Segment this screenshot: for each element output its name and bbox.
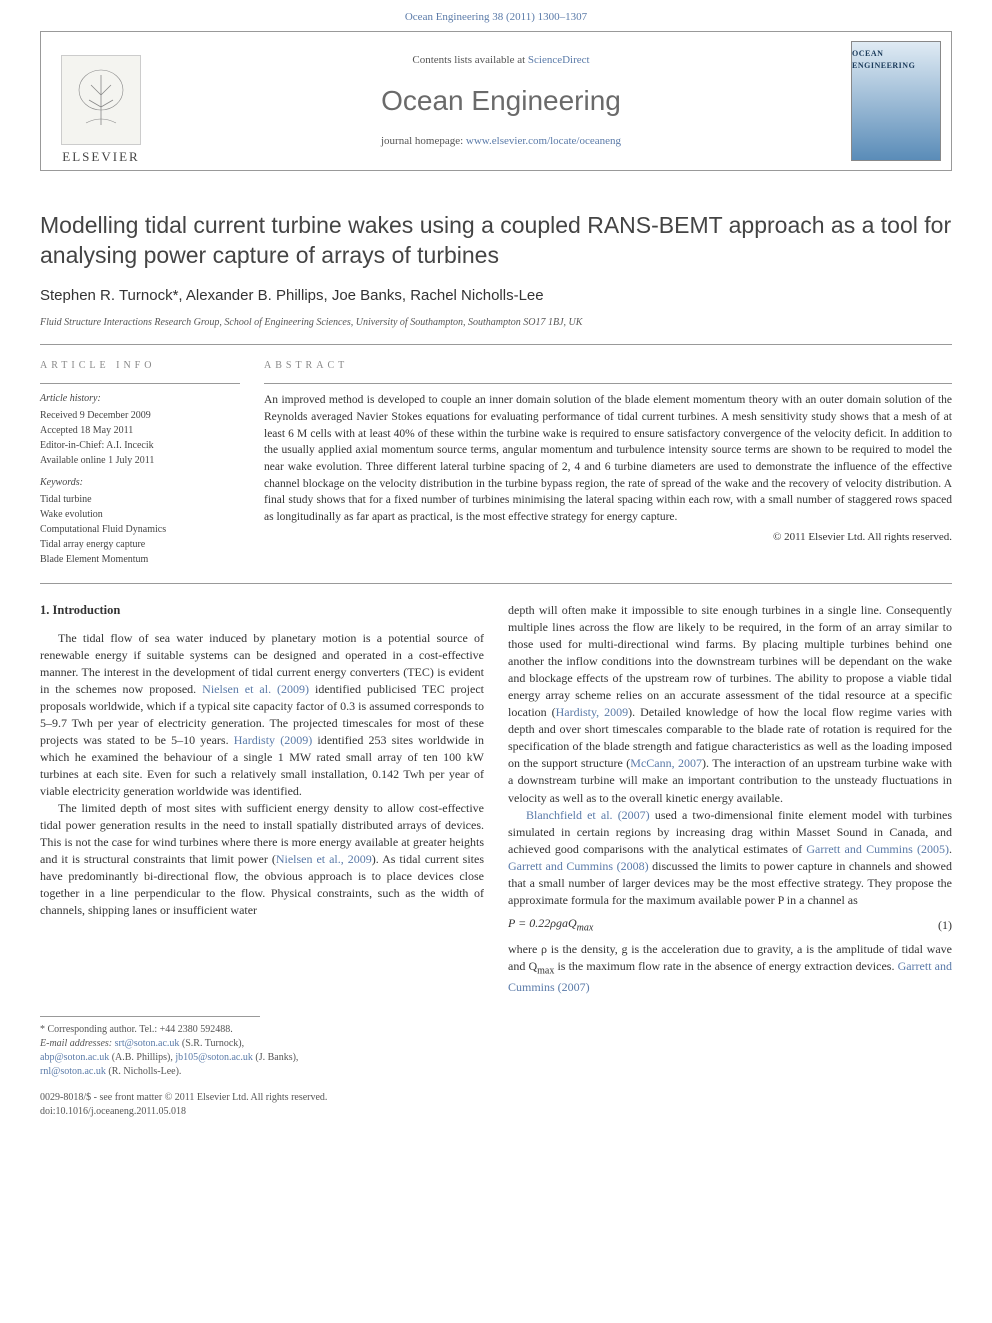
received-line: Received 9 December 2009 xyxy=(40,408,240,423)
email-link[interactable]: jb105@soton.ac.uk xyxy=(175,1052,253,1063)
journal-citation-name: Ocean Engineering xyxy=(405,11,490,23)
col2-paragraph-1: depth will often make it impossible to s… xyxy=(508,602,952,806)
article-info-heading: article info xyxy=(40,359,240,373)
sciencedirect-link[interactable]: ScienceDirect xyxy=(528,54,590,66)
col2-paragraph-3: where ρ is the density, g is the acceler… xyxy=(508,941,952,996)
eq-text: P = 0.22ρgaQ xyxy=(508,916,577,930)
intro-paragraph-2: The limited depth of most sites with suf… xyxy=(40,800,484,919)
elsevier-tree-icon xyxy=(61,55,141,145)
journal-citation-link[interactable]: Ocean Engineering 38 (2011) 1300–1307 xyxy=(405,11,587,23)
info-abstract-row: article info Article history: Received 9… xyxy=(40,359,952,567)
body-columns: 1. Introduction The tidal flow of sea wa… xyxy=(40,602,952,996)
email-link[interactable]: rnl@soton.ac.uk xyxy=(40,1066,106,1077)
corresponding-line: * Corresponding author. Tel.: +44 2380 5… xyxy=(40,1023,470,1037)
homepage-prefix: journal homepage: xyxy=(381,135,466,147)
publisher-name: ELSEVIER xyxy=(62,148,139,166)
reference-link[interactable]: Hardisty (2009) xyxy=(234,733,312,747)
authors-text: Stephen R. Turnock*, Alexander B. Philli… xyxy=(40,287,544,304)
reference-link[interactable]: Nielsen et al., 2009 xyxy=(276,852,372,866)
author-name-suffix: (J. Banks), xyxy=(253,1052,299,1063)
journal-homepage-link[interactable]: www.elsevier.com/locate/oceaneng xyxy=(466,135,621,147)
info-divider xyxy=(40,383,240,384)
col2-paragraph-2: Blanchfield et al. (2007) used a two-dim… xyxy=(508,807,952,909)
email-link[interactable]: srt@soton.ac.uk xyxy=(115,1038,180,1049)
divider-bottom xyxy=(40,583,952,584)
email-line-3: rnl@soton.ac.uk (R. Nicholls-Lee). xyxy=(40,1065,470,1079)
doi-line: doi:10.1016/j.oceaneng.2011.05.018 xyxy=(40,1105,952,1119)
affiliation: Fluid Structure Interactions Research Gr… xyxy=(40,316,952,330)
email-link[interactable]: abp@soton.ac.uk xyxy=(40,1052,109,1063)
corresponding-author-block: * Corresponding author. Tel.: +44 2380 5… xyxy=(40,1016,470,1079)
contents-prefix: Contents lists available at xyxy=(412,54,527,66)
keyword: Tidal turbine xyxy=(40,492,240,507)
footnote-divider xyxy=(40,1016,260,1017)
keywords-label: Keywords: xyxy=(40,476,240,490)
keyword: Blade Element Momentum xyxy=(40,552,240,567)
journal-cover-block: OCEAN ENGINEERING xyxy=(841,32,951,170)
keyword: Wake evolution xyxy=(40,507,240,522)
email-line: E-mail addresses: srt@soton.ac.uk (S.R. … xyxy=(40,1037,470,1051)
reference-link[interactable]: Hardisty, 2009 xyxy=(556,705,629,719)
equation-1: P = 0.22ρgaQmax (1) xyxy=(508,915,952,936)
journal-citation-ref: 38 (2011) 1300–1307 xyxy=(492,11,587,23)
reference-link[interactable]: Nielsen et al. (2009) xyxy=(202,682,309,696)
right-column: depth will often make it impossible to s… xyxy=(508,602,952,996)
cover-label: OCEAN ENGINEERING xyxy=(852,48,940,70)
reference-link[interactable]: Blanchfield et al. (2007) xyxy=(526,808,650,822)
header-center: Contents lists available at ScienceDirec… xyxy=(161,32,841,170)
front-matter-line: 0029-8018/$ - see front matter © 2011 El… xyxy=(40,1091,952,1105)
intro-paragraph-1: The tidal flow of sea water induced by p… xyxy=(40,630,484,800)
accepted-line: Accepted 18 May 2011 xyxy=(40,423,240,438)
abstract-copyright: © 2011 Elsevier Ltd. All rights reserved… xyxy=(264,530,952,545)
eq-subscript: max xyxy=(577,922,594,933)
abstract-heading: abstract xyxy=(264,359,952,373)
abstract-block: abstract An improved method is developed… xyxy=(264,359,952,567)
author-name-suffix: (R. Nicholls-Lee). xyxy=(106,1066,182,1077)
author-name-suffix: (A.B. Phillips), xyxy=(109,1052,175,1063)
journal-header-box: ELSEVIER Contents lists available at Sci… xyxy=(40,31,952,171)
abstract-divider xyxy=(264,383,952,384)
reference-link[interactable]: Garrett and Cummins (2008) xyxy=(508,859,649,873)
abstract-text: An improved method is developed to coupl… xyxy=(264,392,952,525)
journal-homepage-line: journal homepage: www.elsevier.com/locat… xyxy=(381,134,621,149)
email-label: E-mail addresses: xyxy=(40,1038,115,1049)
author-name-suffix: (S.R. Turnock), xyxy=(179,1038,244,1049)
journal-cover-thumb: OCEAN ENGINEERING xyxy=(851,41,941,161)
left-column: 1. Introduction The tidal flow of sea wa… xyxy=(40,602,484,996)
keyword: Computational Fluid Dynamics xyxy=(40,522,240,537)
contents-available-line: Contents lists available at ScienceDirec… xyxy=(412,53,589,68)
text-run: is the maximum flow rate in the absence … xyxy=(554,959,897,973)
section-heading: 1. Introduction xyxy=(40,602,484,620)
journal-name: Ocean Engineering xyxy=(381,81,621,120)
divider-top xyxy=(40,344,952,345)
subscript: max xyxy=(537,966,554,977)
journal-citation: Ocean Engineering 38 (2011) 1300–1307 xyxy=(0,0,992,31)
email-line-2: abp@soton.ac.uk (A.B. Phillips), jb105@s… xyxy=(40,1051,470,1065)
keyword: Tidal array energy capture xyxy=(40,537,240,552)
article-info-block: article info Article history: Received 9… xyxy=(40,359,240,567)
history-label: Article history: xyxy=(40,392,240,406)
authors-list: Stephen R. Turnock*, Alexander B. Philli… xyxy=(40,285,952,306)
online-line: Available online 1 July 2011 xyxy=(40,453,240,468)
equation-number: (1) xyxy=(938,917,952,934)
reference-link[interactable]: Garrett and Cummins (2005) xyxy=(806,842,949,856)
doi-block: 0029-8018/$ - see front matter © 2011 El… xyxy=(40,1091,952,1119)
reference-link[interactable]: McCann, 2007 xyxy=(630,756,702,770)
text-run: depth will often make it impossible to s… xyxy=(508,603,952,719)
publisher-logo-block: ELSEVIER xyxy=(41,32,161,170)
text-run: . xyxy=(949,842,952,856)
article-title: Modelling tidal current turbine wakes us… xyxy=(40,211,952,271)
editor-line: Editor-in-Chief: A.I. Incecik xyxy=(40,438,240,453)
equation-formula: P = 0.22ρgaQmax xyxy=(508,915,593,936)
